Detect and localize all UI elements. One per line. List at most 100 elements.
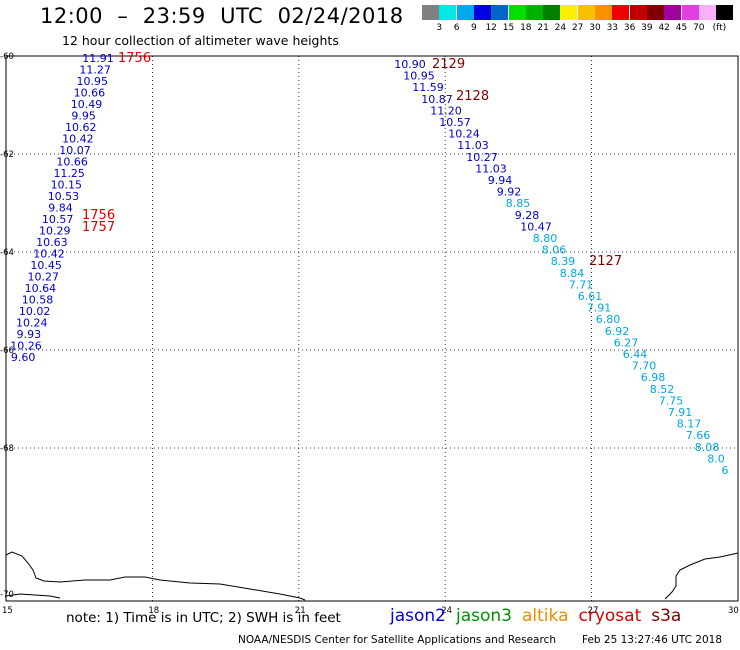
wave-height-label: 11.20 <box>430 104 462 117</box>
track-time-label: 1757 <box>82 220 115 235</box>
wave-height-label: 11.03 <box>457 139 489 152</box>
wave-height-label: 10.95 <box>76 75 108 88</box>
wave-height-label: 6.27 <box>614 336 639 349</box>
wave-height-label: 10.49 <box>71 98 103 111</box>
wave-height-label: 9.84 <box>48 202 73 215</box>
wave-height-label: 7.91 <box>587 302 612 315</box>
legend-label: 12 <box>485 23 497 33</box>
track-time-label: 2129 <box>432 57 465 72</box>
satellite-name: s3a <box>651 606 682 626</box>
wave-height-label: 10.66 <box>74 87 106 100</box>
legend-label: 24 <box>554 23 567 33</box>
satellite-name: jason3 <box>456 606 512 626</box>
wave-height-label: 8.08 <box>695 441 720 454</box>
legend-unit: (ft) <box>712 23 727 33</box>
satellite-name: altika <box>522 606 569 626</box>
track-time-label: 2128 <box>456 89 489 104</box>
wave-height-label: 10.07 <box>59 144 91 157</box>
legend-swatch <box>664 5 682 20</box>
legend-swatch <box>439 5 457 20</box>
legend-label: 3 <box>436 23 443 33</box>
wave-height-label: 10.66 <box>56 156 88 169</box>
satellite-legend: jason2 jason3 altika cryosat s3a <box>390 606 691 626</box>
legend-label: 6 <box>453 23 460 33</box>
legend-label: 70 <box>693 23 705 33</box>
y-tick-label: -68 <box>0 444 14 454</box>
wave-height-label: 10.53 <box>48 190 80 203</box>
track-time-label: 1756 <box>118 51 151 66</box>
x-tick-label: 30 <box>728 606 739 616</box>
legend-label: 45 <box>675 23 688 33</box>
legend-swatch <box>577 5 595 20</box>
x-tick-label: 18 <box>148 606 159 616</box>
legend-swatch <box>560 5 578 20</box>
wave-height-label: 6.98 <box>641 371 666 384</box>
legend-swatch <box>543 5 561 20</box>
legend-swatch <box>698 5 716 20</box>
coastline <box>5 551 739 601</box>
generated-timestamp: Feb 25 13:27:46 UTC 2018 <box>582 634 722 646</box>
wave-height-label: 8.0 <box>707 452 725 465</box>
wave-height-label: 8.52 <box>650 383 675 396</box>
y-tick-label: -70 <box>0 590 14 600</box>
axis-labels: 15 18 21 24 27 30 -60 -62 -64 -66 -68 -70 <box>0 52 739 616</box>
wave-height-label: 9.92 <box>497 186 522 199</box>
legend-label: 15 <box>502 23 515 33</box>
wave-height-label: 9.93 <box>17 328 42 341</box>
wave-height-label: 10.29 <box>39 225 71 238</box>
satellite-name: jason2 <box>390 606 446 626</box>
wave-height-label: 11.91 <box>82 52 114 65</box>
legend-label: 33 <box>606 23 619 33</box>
wave-height-label: 10.27 <box>466 151 498 164</box>
legend-swatch <box>491 5 509 20</box>
x-tick-label: 27 <box>588 606 599 616</box>
wave-height-label: 9.95 <box>71 110 96 123</box>
track-east: 10.9010.9511.5910.8711.2010.5710.2411.03… <box>394 58 728 477</box>
wave-height-label: 8.39 <box>551 255 576 268</box>
wave-height-label: 10.57 <box>42 213 74 226</box>
wave-height-label: 10.58 <box>22 294 54 307</box>
coastline-right <box>664 552 739 600</box>
y-tick-label: -62 <box>0 150 14 160</box>
wave-height-label: 10.63 <box>36 236 68 249</box>
wave-height-label: 7.70 <box>632 360 657 373</box>
wave-height-label: 7.66 <box>686 429 711 442</box>
wave-height-label: 7.71 <box>569 278 594 291</box>
wave-height-label: 11.03 <box>475 162 507 175</box>
satellite-name: cryosat <box>578 606 642 626</box>
coastline-bottom <box>5 593 61 599</box>
legend-label: 36 <box>623 23 636 33</box>
wave-height-label: 7.75 <box>659 394 684 407</box>
legend-swatch <box>595 5 612 20</box>
legend-label: 18 <box>520 23 532 33</box>
wave-height-label: 9.28 <box>515 209 540 222</box>
wave-height-label: 8.06 <box>542 244 567 257</box>
wave-height-label: 10.26 <box>10 340 42 353</box>
legend-label: 21 <box>537 23 549 33</box>
legend-swatch <box>473 5 491 20</box>
wave-height-label: 11.59 <box>412 81 444 94</box>
legend-swatch <box>508 5 526 20</box>
wave-height-label: 11.25 <box>53 167 85 180</box>
wave-height-label: 10.24 <box>448 128 480 141</box>
legend-swatch <box>612 5 630 20</box>
wave-height-label: 6.44 <box>623 348 648 361</box>
wave-height-label: 10.42 <box>33 248 65 261</box>
wave-height-label: 10.62 <box>65 121 97 134</box>
wave-height-label: 10.64 <box>25 282 57 295</box>
wave-height-label: 8.85 <box>506 197 531 210</box>
legend-swatch <box>646 5 664 20</box>
wave-height-label: 10.15 <box>51 179 83 192</box>
chart-subtitle: 12 hour collection of altimeter wave hei… <box>62 33 339 48</box>
y-tick-label: -64 <box>0 248 14 258</box>
wave-height-label: 10.42 <box>62 133 94 146</box>
legend-swatch <box>716 5 734 20</box>
x-tick-label: 21 <box>295 606 306 616</box>
wave-height-label: 8.17 <box>677 418 702 431</box>
track-west: 11.9111.2710.9510.6610.499.9510.6210.421… <box>10 52 114 364</box>
wave-height-label: 10.47 <box>520 220 552 233</box>
wave-height-label: 6.80 <box>596 313 621 326</box>
map-frame <box>5 55 739 602</box>
